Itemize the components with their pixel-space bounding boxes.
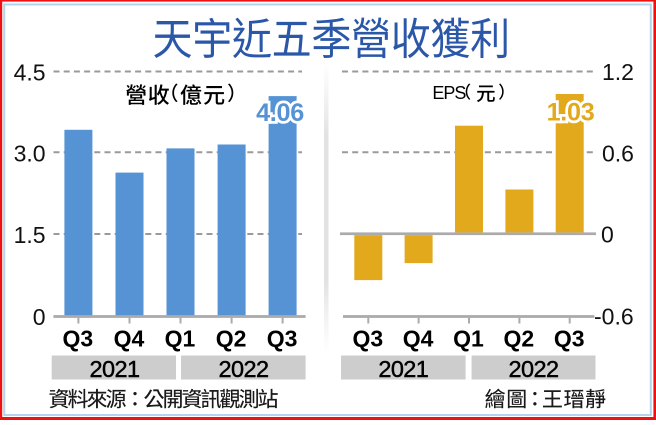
svg-text:1.2: 1.2	[602, 59, 634, 85]
svg-text:2022: 2022	[509, 356, 559, 382]
svg-text:1.5: 1.5	[14, 222, 46, 248]
svg-text:Q4: Q4	[114, 326, 145, 352]
svg-text:-0.6: -0.6	[594, 303, 634, 329]
svg-text:Q2: Q2	[216, 326, 247, 352]
svg-text:Q3: Q3	[554, 326, 585, 352]
svg-text:2022: 2022	[219, 356, 269, 382]
svg-text:Q1: Q1	[165, 326, 196, 352]
svg-text:4.5: 4.5	[14, 59, 46, 85]
svg-text:4.06: 4.06	[256, 99, 304, 127]
svg-text:Q3: Q3	[352, 326, 383, 352]
svg-text:Q3: Q3	[63, 326, 94, 352]
svg-text:Q2: Q2	[504, 326, 535, 352]
svg-text:0: 0	[33, 304, 46, 330]
svg-text:Q1: Q1	[453, 326, 484, 352]
svg-text:0: 0	[601, 221, 614, 247]
svg-text:EPS: EPS	[432, 83, 466, 103]
svg-text:1.03: 1.03	[547, 98, 595, 126]
svg-text:3.0: 3.0	[14, 140, 46, 166]
svg-text:0.6: 0.6	[602, 140, 634, 166]
svg-text:2021: 2021	[90, 356, 140, 382]
svg-text:Q3: Q3	[267, 326, 298, 352]
svg-text:2021: 2021	[378, 356, 428, 382]
svg-text:Q4: Q4	[403, 326, 434, 352]
